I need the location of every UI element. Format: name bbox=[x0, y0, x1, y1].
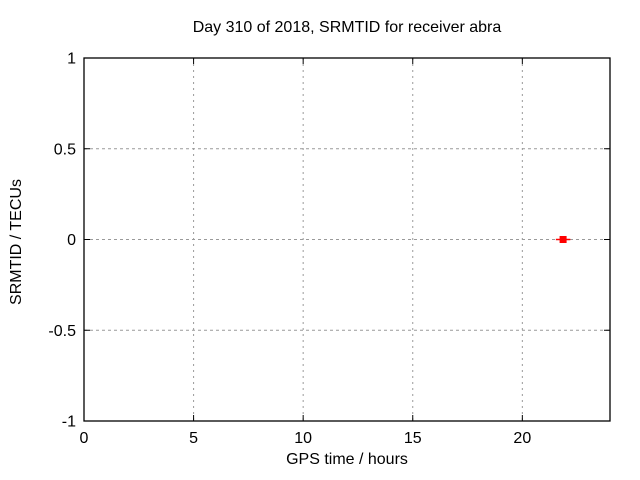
y-tick-label: -1 bbox=[62, 414, 76, 431]
x-tick-label: 0 bbox=[80, 430, 89, 447]
chart-title: Day 310 of 2018, SRMTID for receiver abr… bbox=[192, 19, 502, 36]
x-tick-label: 20 bbox=[513, 430, 531, 447]
x-tick-label: 10 bbox=[294, 430, 312, 447]
plot-border bbox=[83, 57, 611, 422]
y-tick-label: 0 bbox=[67, 232, 76, 249]
x-axis-label: GPS time / hours bbox=[286, 451, 408, 468]
data-point bbox=[559, 236, 567, 243]
x-tick-label: 15 bbox=[404, 430, 422, 447]
y-tick-label: 1 bbox=[67, 51, 76, 68]
y-tick-label: 0.5 bbox=[54, 141, 76, 158]
y-tick-label: -0.5 bbox=[48, 323, 76, 340]
x-tick-label: 5 bbox=[189, 430, 198, 447]
